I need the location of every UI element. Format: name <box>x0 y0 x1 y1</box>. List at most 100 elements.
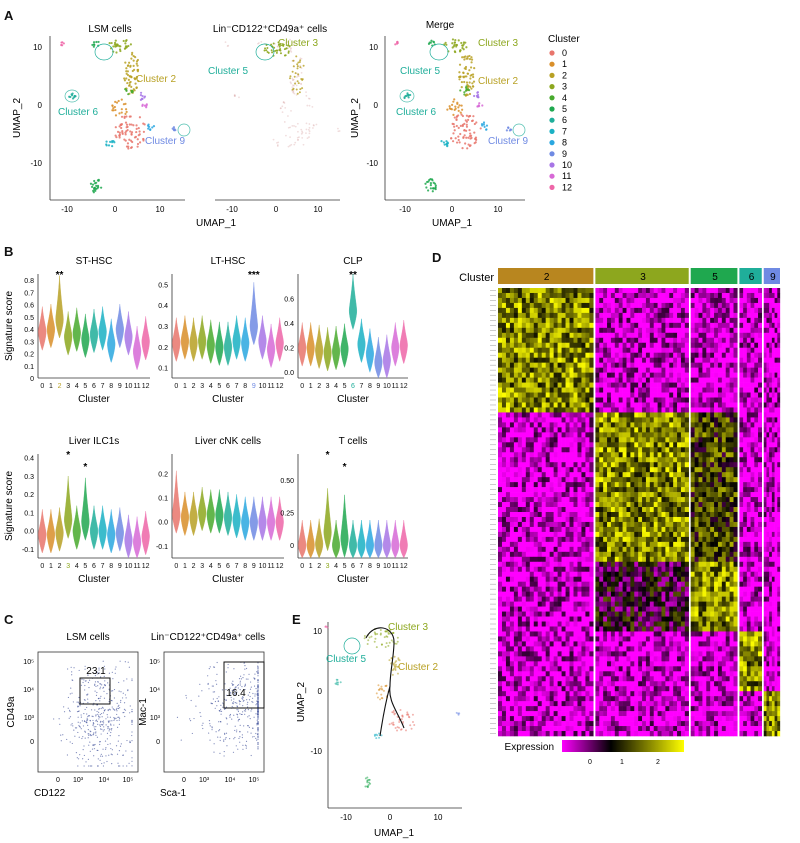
violin-ytick: 0.4 <box>24 327 34 334</box>
flow-plot-lin: Lin⁻CD122⁺CD49a⁺ cells 16.4 10⁵ 10⁴ 10³ … <box>138 632 265 799</box>
violin-xtick: 2 <box>192 563 196 570</box>
violin-xtick: 1 <box>309 563 313 570</box>
legend-swatch-8 <box>549 140 555 146</box>
violin-12 <box>275 317 284 362</box>
violin-title: LT-HSC <box>211 256 246 267</box>
panel-e-trajectory: 10 0 -10 -10 0 10 UMAP_2 UMAP_1 Cluster … <box>296 622 462 839</box>
violin-xtick: 12 <box>142 383 150 390</box>
violin-ytick: -0.1 <box>22 547 34 554</box>
violin-xtick: 11 <box>267 383 274 390</box>
legend-label-1: 1 <box>562 59 567 69</box>
violin-ytick: 0 <box>30 376 34 383</box>
legend-swatch-2 <box>549 72 555 78</box>
umap-xlabel-1: UMAP_1 <box>196 218 236 229</box>
violin-2 <box>55 275 64 339</box>
violin-11 <box>391 520 400 559</box>
violin-xtick: 1 <box>183 563 187 570</box>
violin-9 <box>374 337 383 379</box>
flow2-xtick-4: 10⁵ <box>249 777 260 784</box>
violin-xtick: 8 <box>368 563 372 570</box>
heatmap-cluster-header: Cluster <box>459 272 494 284</box>
violin-xtick: 6 <box>226 383 230 390</box>
violin-ytick: 0.2 <box>24 492 34 499</box>
violin-xtick: 12 <box>276 383 284 390</box>
violin-10 <box>124 514 133 559</box>
violin-9 <box>374 520 383 559</box>
violin-title: Liver cNK cells <box>195 436 261 447</box>
violin-xtick: 5 <box>217 383 221 390</box>
violin-ytick: 0.4 <box>24 456 34 463</box>
umap-lsm-cells: LSM cells 10 0 -10 -10 0 10 UMAP_2 Clust… <box>12 24 191 214</box>
violin-10 <box>382 520 391 559</box>
violin-ytick: 0.0 <box>24 529 34 536</box>
violin-xtick: 7 <box>360 383 364 390</box>
violin-7 <box>232 494 241 539</box>
heatmap-group-3 <box>595 268 689 284</box>
violin-ytick: 0.7 <box>24 290 34 297</box>
violin-4 <box>72 505 81 550</box>
cluster3-label-3: Cluster 3 <box>478 38 518 49</box>
violin-5 <box>340 323 349 368</box>
violin-2 <box>315 518 324 559</box>
legend-swatch-0 <box>549 50 555 56</box>
violin-xtick: 8 <box>368 383 372 390</box>
panel-label-c: C <box>4 612 14 627</box>
cluster2-label-3: Cluster 2 <box>478 76 518 87</box>
violin-5 <box>340 494 349 558</box>
violin-12 <box>399 520 408 559</box>
flow2-ytick-1: 10⁵ <box>149 659 160 666</box>
violin-xtick: 8 <box>109 383 113 390</box>
cluster5-label-2: Cluster 5 <box>208 66 248 77</box>
violin-xtick: 9 <box>376 563 380 570</box>
violin-xlabel: Cluster <box>78 574 110 585</box>
flow2-xtick-1: 0 <box>182 777 186 784</box>
flow1-ytick-3: 10³ <box>24 715 35 722</box>
legend-swatch-1 <box>549 61 555 67</box>
violin-xtick: 12 <box>276 563 284 570</box>
violin-ytick: 0.25 <box>280 511 294 518</box>
violin-1 <box>180 491 190 537</box>
violin-6 <box>223 321 233 367</box>
violin-4 <box>332 520 341 559</box>
violin-xtick: 10 <box>259 383 267 390</box>
violin-9 <box>115 304 124 349</box>
ytick-1: 10 <box>33 43 42 52</box>
legend-title: Cluster <box>548 34 580 45</box>
umap-ylabel: UMAP_2 <box>12 98 23 138</box>
violin-ytick: 0.1 <box>24 510 34 517</box>
violin-ytick: 0.8 <box>24 278 34 285</box>
violin-xtick: 10 <box>383 383 391 390</box>
violin-xtick: 6 <box>226 563 230 570</box>
violin-7 <box>357 318 366 364</box>
violin-title: Liver ILC1s <box>69 436 120 447</box>
umap-merge: Merge 10 0 -10 -10 0 10 UMAP_2 UMAP_1 Cl… <box>350 20 528 229</box>
violin-xtick: 5 <box>83 383 87 390</box>
violin-4 <box>332 326 341 371</box>
violin-10 <box>382 334 391 379</box>
violin-xtick: 12 <box>142 563 150 570</box>
flow1-ytick-2: 10⁴ <box>23 687 34 694</box>
panel-d-heatmap: Cluster 2 3 5 6 9 Expression 0 1 2 <box>459 268 782 766</box>
violin-ytick: 0.2 <box>24 352 34 359</box>
flow-title-2: Lin⁻CD122⁺CD49a⁺ cells <box>151 632 265 643</box>
violin-4 <box>206 489 215 534</box>
violin-xtick: 12 <box>400 383 408 390</box>
violin-xtick: 0 <box>174 563 178 570</box>
violin-ytick: 0.50 <box>280 478 294 485</box>
violin-xtick: 4 <box>334 563 338 570</box>
heatmap-group-label: 6 <box>749 272 755 283</box>
flow-plot-lsm: LSM cells 23.1 10⁵ 10⁴ 10³ 0 0 10³ 10⁴ 1… <box>6 632 139 799</box>
heatmap-group-label: 2 <box>544 272 550 283</box>
ytick-4: 10 <box>369 43 378 52</box>
expression-colorbar: Expression 0 1 2 <box>505 740 684 766</box>
violin-xtick: 0 <box>40 563 44 570</box>
violin-xtick: 11 <box>133 383 140 390</box>
violin-5 <box>81 477 90 541</box>
flow1-xlabel: CD122 <box>34 788 66 799</box>
flow2-ytick-3: 10³ <box>150 715 161 722</box>
violin-2 <box>189 491 198 537</box>
violin-3 <box>198 487 207 532</box>
flow1-xtick-1: 0 <box>56 777 60 784</box>
